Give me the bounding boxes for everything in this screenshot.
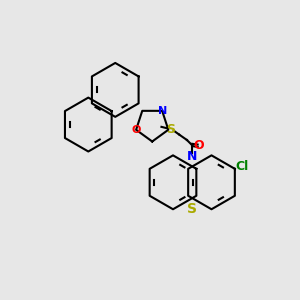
Text: S: S <box>187 202 197 216</box>
Text: S: S <box>166 123 175 136</box>
Text: Cl: Cl <box>236 160 249 173</box>
Text: O: O <box>193 139 204 152</box>
Text: O: O <box>131 125 141 135</box>
Text: N: N <box>187 150 197 164</box>
Text: N: N <box>158 106 167 116</box>
